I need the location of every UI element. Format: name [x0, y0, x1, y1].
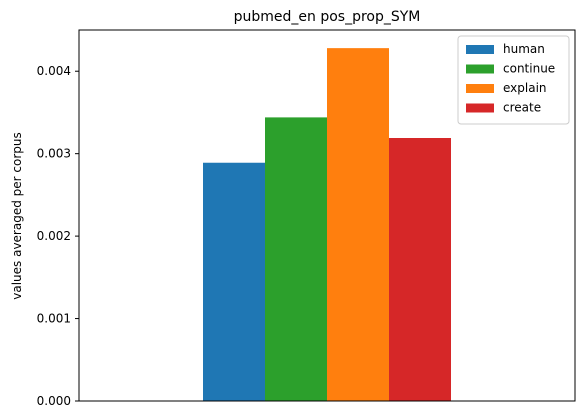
bar-create [389, 138, 451, 401]
y-axis-label: values averaged per corpus [10, 132, 24, 300]
y-tick-label: 0.000 [37, 394, 71, 408]
legend: human continue explain create [457, 35, 570, 125]
bar-human [203, 162, 265, 401]
legend-swatch-explain [466, 84, 494, 93]
y-tick-label: 0.002 [37, 229, 71, 243]
bar-continue [265, 117, 327, 401]
legend-swatch-continue [466, 64, 494, 74]
legend-frame [457, 35, 570, 125]
legend-swatch-create [466, 103, 494, 113]
legend-swatch-human [466, 45, 494, 54]
y-axis-ticks: 0.000 0.001 0.002 0.003 0.004 [37, 64, 79, 408]
y-tick-label: 0.003 [37, 147, 71, 161]
legend-label-human: human [503, 42, 545, 56]
chart-title: pubmed_en pos_prop_SYM [234, 9, 421, 25]
legend-label-continue: continue [503, 62, 555, 76]
legend-label-explain: explain [503, 81, 547, 95]
bars-group [203, 48, 451, 401]
plot-frame [78, 29, 576, 402]
y-tick-label: 0.004 [37, 64, 71, 78]
bar-explain [327, 48, 389, 401]
y-tick-label: 0.001 [37, 312, 71, 326]
legend-label-create: create [503, 101, 541, 115]
